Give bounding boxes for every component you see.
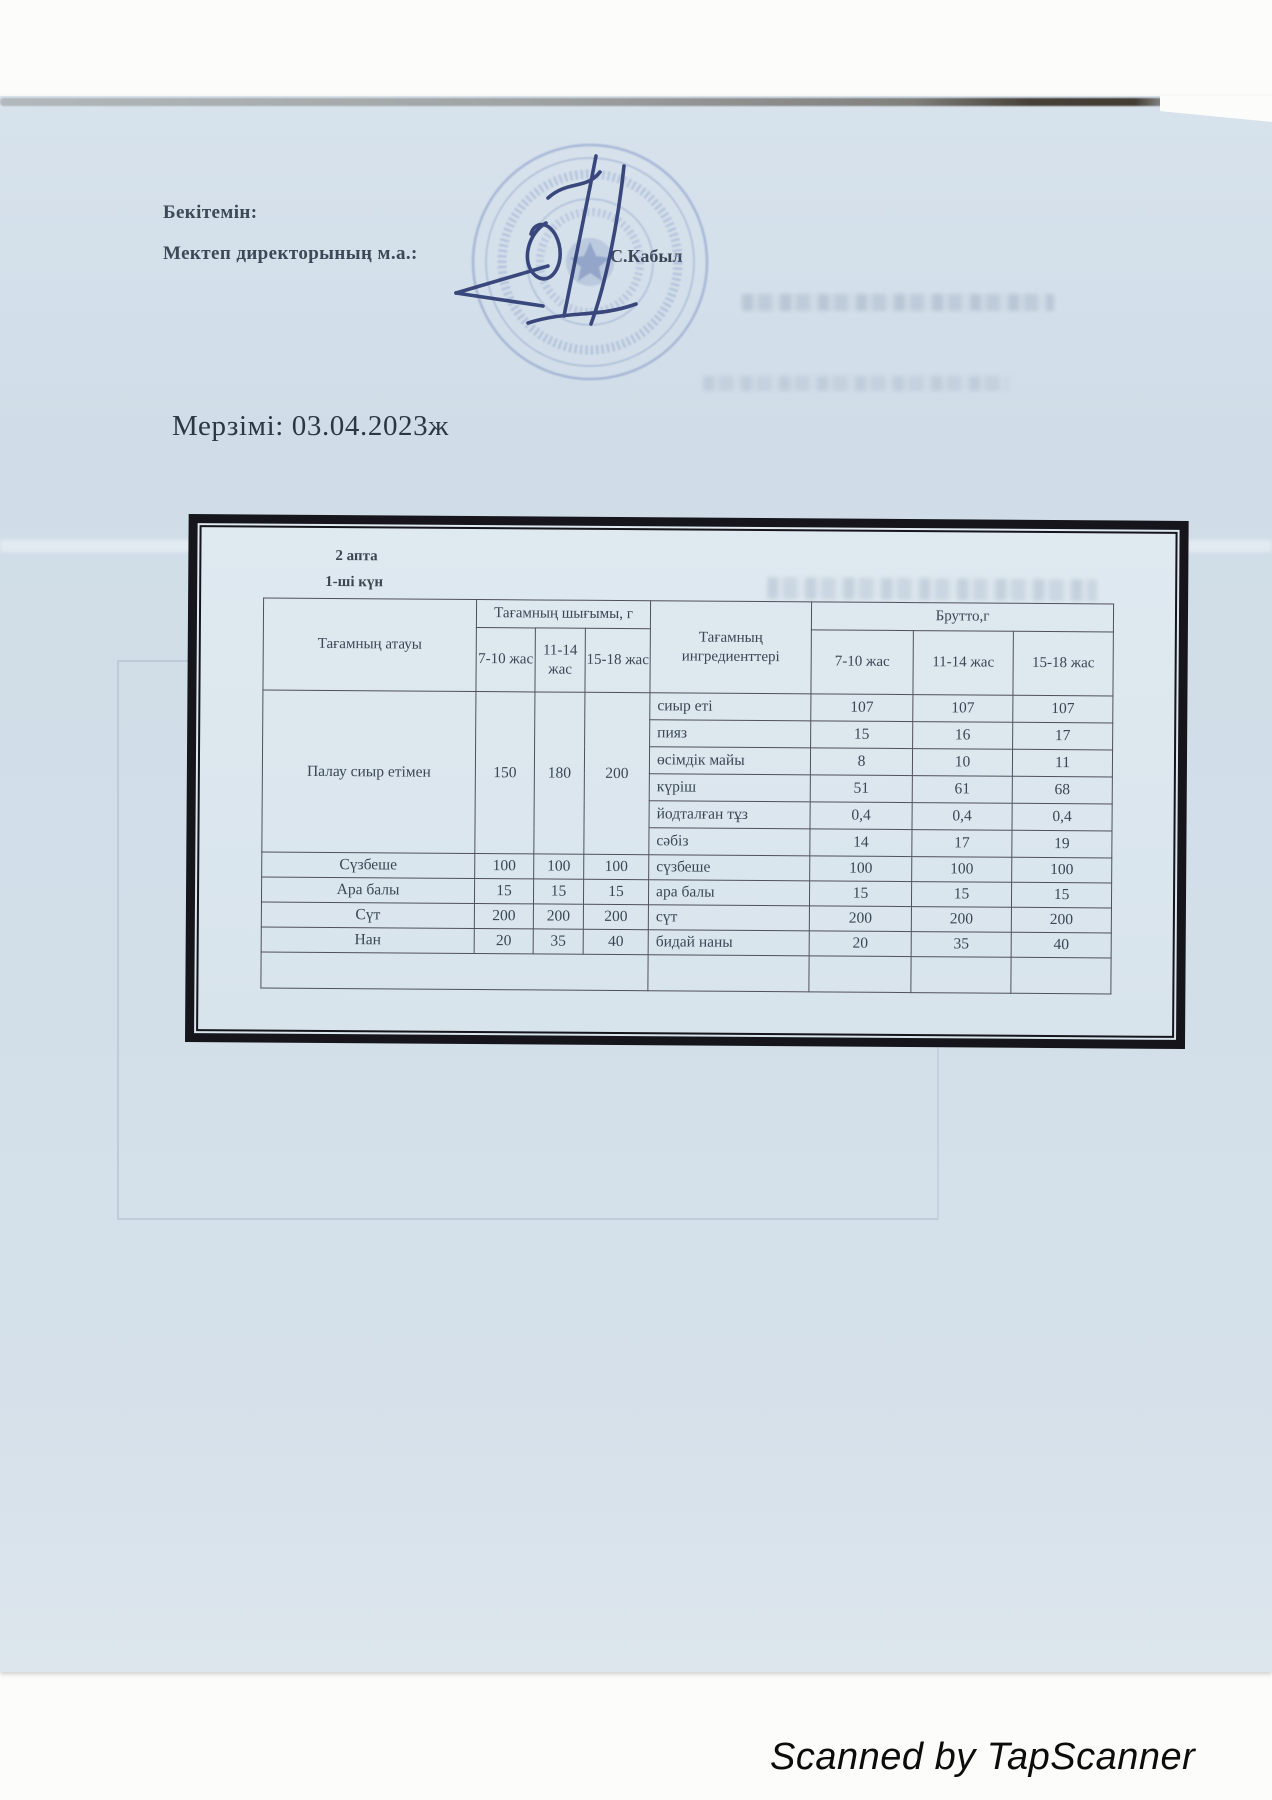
col-age: 15-18 жас xyxy=(584,628,651,693)
out-cell: 200 xyxy=(583,904,649,930)
ing-cell: өсімдік майы xyxy=(649,746,811,775)
col-dish-name: Тағамның атауы xyxy=(262,598,477,692)
col-ingredients: Тағамның ингредиенттері xyxy=(649,600,812,694)
col-age: 11-14 жас xyxy=(534,627,586,693)
out-cell: 200 xyxy=(533,903,584,930)
col-age: 11-14 жас xyxy=(912,630,1014,696)
val-cell: 0,4 xyxy=(1012,803,1113,831)
day-label: 1-ші күн xyxy=(325,573,384,591)
val-cell: 15 xyxy=(911,881,1012,908)
dish-cell: Сүт xyxy=(261,902,475,929)
col-output-group: Тағамның шығымы, г xyxy=(476,599,651,629)
val-cell: 107 xyxy=(810,693,913,722)
val-cell: 200 xyxy=(809,905,912,932)
out-cell: 200 xyxy=(474,903,534,929)
director-name: С.Кабыл xyxy=(610,246,683,266)
val-cell: 19 xyxy=(1011,830,1113,858)
val-cell: 20 xyxy=(809,930,912,957)
col-age: 7-10 жас xyxy=(810,629,914,695)
week-label: 2 апта xyxy=(335,548,378,565)
out-cell: 20 xyxy=(474,928,534,954)
bleed-through-text-smudge xyxy=(703,376,1008,391)
val-cell: 14 xyxy=(809,828,913,857)
ing-cell: пияз xyxy=(649,719,811,748)
val-cell: 100 xyxy=(911,856,1012,883)
menu-table: Тағамның атауы Тағамның шығымы, г Тағамн… xyxy=(260,598,1114,995)
ing-cell: сүт xyxy=(648,904,810,931)
date-line: Мерзімі: 03.04.2023ж xyxy=(172,410,449,442)
val-cell: 100 xyxy=(809,855,912,882)
out-cell: 180 xyxy=(533,691,585,855)
col-brutto-group: Брутто,г xyxy=(811,601,1114,632)
out-cell: 35 xyxy=(533,928,584,955)
ing-cell: сиыр еті xyxy=(649,692,811,721)
dish-cell: Ара балы xyxy=(261,877,475,904)
col-age: 7-10 жас xyxy=(475,627,536,692)
paper-edge-shadow xyxy=(0,98,1170,106)
val-cell: 68 xyxy=(1012,776,1113,804)
bleed-through-text-smudge xyxy=(742,294,1054,311)
val-cell: 40 xyxy=(1011,932,1112,958)
val-cell: 100 xyxy=(1011,857,1112,883)
val-cell: 10 xyxy=(912,748,1013,777)
dish-cell: Сүзбеше xyxy=(261,852,475,879)
val-cell: 16 xyxy=(912,721,1013,750)
val-cell: 107 xyxy=(1012,695,1114,723)
val-cell: 61 xyxy=(912,775,1013,804)
val-cell: 0,4 xyxy=(810,801,913,830)
col-age: 15-18 жас xyxy=(1012,631,1114,696)
dish-cell: Палау сиыр етімен xyxy=(261,690,476,854)
out-cell: 100 xyxy=(474,853,534,879)
ing-cell: бидай наны xyxy=(648,929,810,956)
out-cell: 100 xyxy=(533,853,584,880)
signature-icon xyxy=(454,154,638,326)
val-cell: 15 xyxy=(809,880,912,907)
table-frame: 2 апта 1-ші күн Тағамның атауы Тағамның … xyxy=(185,514,1189,1049)
val-cell: 11 xyxy=(1012,749,1113,777)
val-cell: 51 xyxy=(810,774,913,803)
empty-cell xyxy=(260,952,649,991)
out-cell: 200 xyxy=(583,692,650,855)
val-cell: 107 xyxy=(912,694,1013,723)
scanned-by-watermark: Scanned by TapScanner xyxy=(770,1736,1196,1778)
out-cell: 150 xyxy=(474,691,535,854)
director-label: Мектеп директорының м.а.: xyxy=(163,243,418,264)
val-cell: 200 xyxy=(1011,907,1112,933)
val-cell: 200 xyxy=(911,906,1012,933)
val-cell: 17 xyxy=(911,829,1013,858)
ing-cell: күріш xyxy=(649,773,811,802)
val-cell: 0,4 xyxy=(912,802,1013,831)
ing-cell: йодталған тұз xyxy=(649,800,811,829)
ing-cell: ара балы xyxy=(648,879,810,906)
val-cell: 17 xyxy=(1012,722,1113,750)
ing-cell: сәбіз xyxy=(648,827,811,856)
bleed-through-text-smudge xyxy=(767,577,1098,602)
val-cell: 8 xyxy=(810,747,913,776)
out-cell: 100 xyxy=(583,854,649,880)
out-cell: 15 xyxy=(533,878,584,905)
out-cell: 15 xyxy=(474,878,534,904)
out-cell: 40 xyxy=(583,929,649,955)
val-cell: 15 xyxy=(1011,882,1112,908)
ing-cell: сүзбеше xyxy=(648,854,810,881)
approve-label: Бекітемін: xyxy=(163,202,258,223)
empty-cell xyxy=(1010,957,1112,994)
empty-cell xyxy=(808,955,912,993)
dish-cell: Нан xyxy=(261,927,475,954)
empty-cell xyxy=(910,956,1012,994)
val-cell: 15 xyxy=(810,720,913,749)
out-cell: 15 xyxy=(583,879,649,905)
empty-cell xyxy=(647,954,810,992)
val-cell: 35 xyxy=(911,931,1012,958)
